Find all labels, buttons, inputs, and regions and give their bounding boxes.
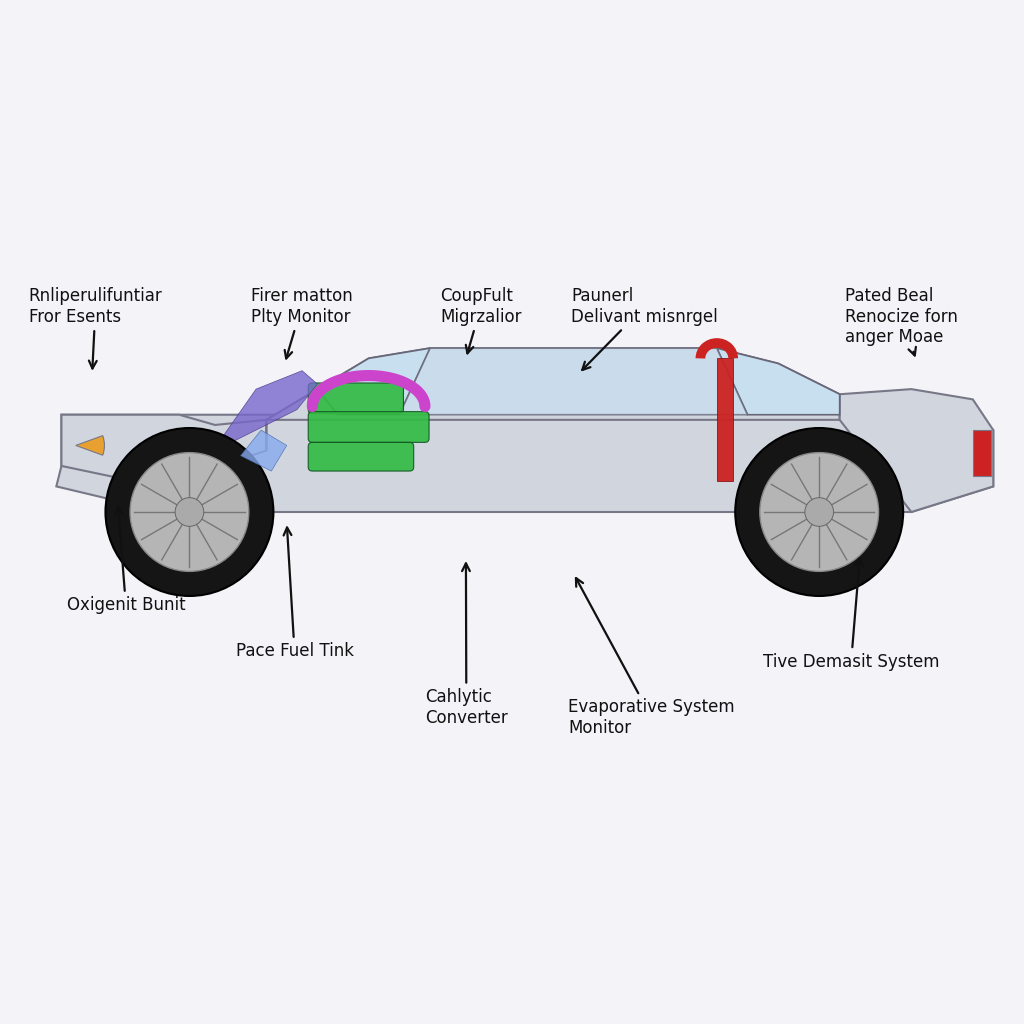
Bar xyxy=(717,358,733,481)
Circle shape xyxy=(735,428,903,596)
Text: Tive Demasit System: Tive Demasit System xyxy=(763,558,939,671)
Wedge shape xyxy=(76,435,104,456)
FancyBboxPatch shape xyxy=(308,412,429,442)
Text: Rnliperulifuntiar
Fror Esents: Rnliperulifuntiar Fror Esents xyxy=(29,287,163,369)
Bar xyxy=(973,430,991,476)
Polygon shape xyxy=(241,430,287,471)
Polygon shape xyxy=(266,348,840,451)
Polygon shape xyxy=(399,348,748,415)
Circle shape xyxy=(805,498,834,526)
Circle shape xyxy=(105,428,273,596)
Polygon shape xyxy=(61,415,266,486)
Polygon shape xyxy=(56,415,993,512)
Text: Pated Beal
Renocize forn
anger Moae: Pated Beal Renocize forn anger Moae xyxy=(845,287,957,355)
Text: Paunerl
Delivant misnrgel: Paunerl Delivant misnrgel xyxy=(571,287,718,370)
Text: Cahlytic
Converter: Cahlytic Converter xyxy=(425,563,508,727)
Text: Pace Fuel Tink: Pace Fuel Tink xyxy=(236,527,353,660)
Circle shape xyxy=(130,453,249,571)
FancyBboxPatch shape xyxy=(308,383,403,414)
Circle shape xyxy=(760,453,879,571)
FancyBboxPatch shape xyxy=(308,442,414,471)
Text: Evaporative System
Monitor: Evaporative System Monitor xyxy=(568,579,735,737)
Text: Oxigenit Bunit: Oxigenit Bunit xyxy=(67,507,185,614)
Text: CoupFult
Migrzalior: CoupFult Migrzalior xyxy=(440,287,522,353)
Polygon shape xyxy=(317,348,430,415)
Polygon shape xyxy=(840,389,993,512)
Text: Firer matton
Plty Monitor: Firer matton Plty Monitor xyxy=(251,287,352,358)
Polygon shape xyxy=(717,348,840,415)
Circle shape xyxy=(175,498,204,526)
Polygon shape xyxy=(220,371,317,476)
